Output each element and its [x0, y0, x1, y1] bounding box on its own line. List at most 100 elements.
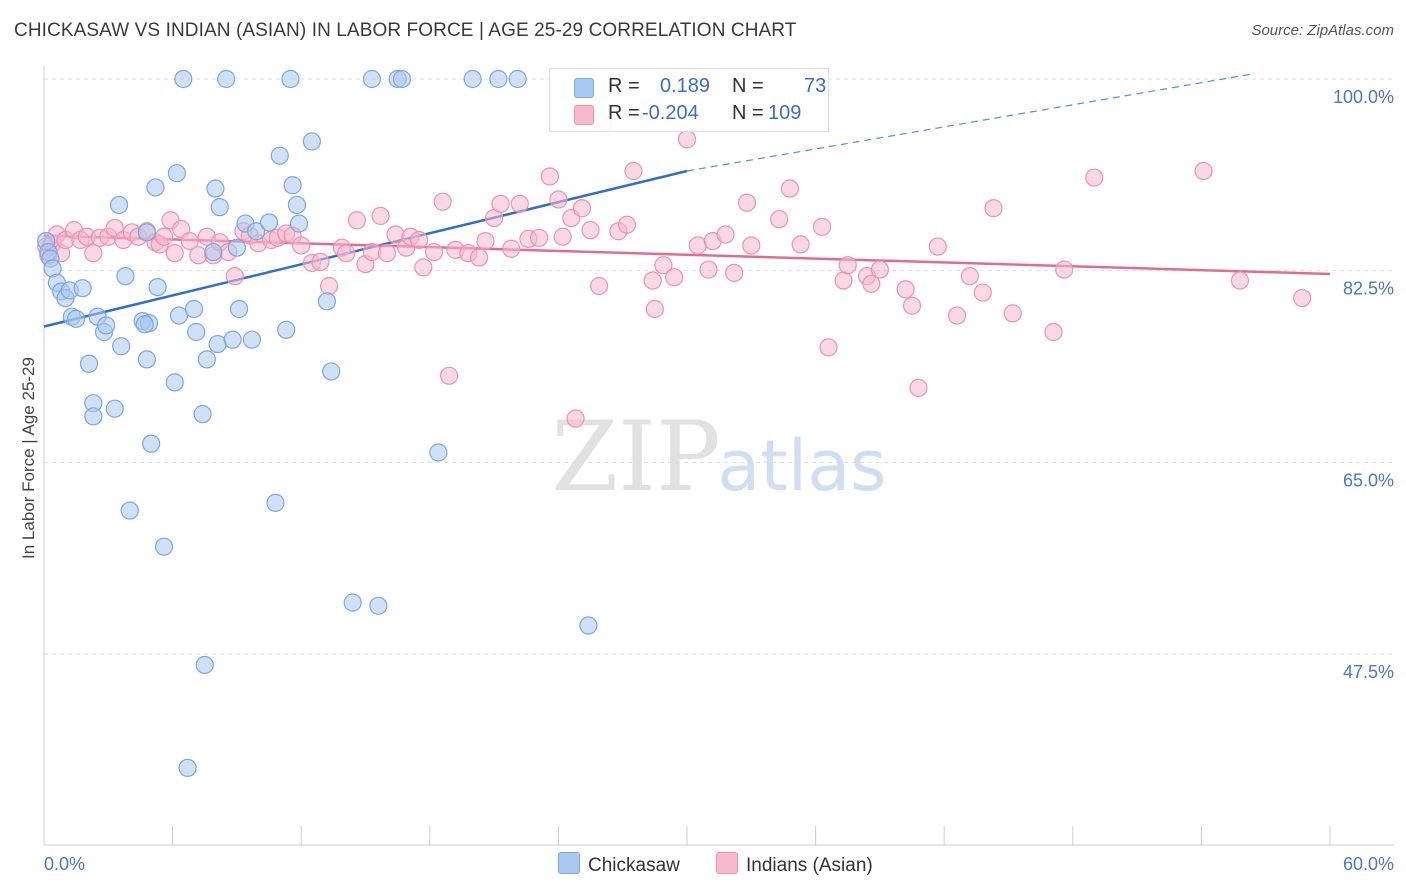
chickasaw-point-53 [266, 493, 285, 512]
chickasaw-point-56 [281, 69, 300, 89]
indians-asian-point-97 [838, 256, 857, 275]
indians-asian-point-89 [737, 193, 757, 212]
indians-asian-point-47 [371, 206, 390, 226]
indians-asian-point-66 [530, 228, 549, 247]
indians-asian-point-77 [617, 215, 637, 234]
x-tick-label-max: 60.0% [1343, 854, 1394, 874]
indians-asian-point-52 [409, 230, 429, 250]
chickasaw-point-20 [116, 267, 135, 286]
chickasaw-point-55 [277, 320, 296, 339]
indians-asian-point-78 [624, 161, 643, 181]
indians-asian-point-72 [572, 199, 592, 218]
chickasaw-point-59 [289, 214, 309, 233]
indians-asian-point-111 [1055, 260, 1074, 279]
chickasaw-point-61 [317, 292, 337, 311]
chickasaw-point-40 [197, 350, 216, 369]
chickasaw-point-36 [184, 299, 204, 319]
indians-asian-point-82 [665, 268, 684, 287]
indians-asian-point-102 [902, 296, 922, 315]
grid-lines [44, 78, 1394, 655]
indians-asian-point-99 [862, 274, 881, 293]
y-tick-label-2: 65.0% [1343, 470, 1394, 490]
indians-asian-point-81 [654, 256, 673, 275]
indians-asian-point-54 [424, 242, 444, 262]
indians-asian-point-95 [819, 338, 838, 357]
chickasaw-point-31 [165, 373, 184, 392]
indians-asian-point-84 [688, 236, 707, 255]
chickasaw-point-17 [105, 399, 124, 418]
chickasaw-trend-extension [686, 72, 1256, 172]
indians-asian-point-60 [476, 231, 495, 251]
indians-asian-point-41 [319, 276, 339, 296]
chickasaw-point-71 [508, 69, 527, 89]
indians-asian-point-71 [566, 409, 585, 428]
indians-asian-point-100 [870, 260, 890, 279]
indians-asian-point-109 [1003, 304, 1022, 323]
chickasaw-point-21 [120, 501, 139, 520]
indians-asian-point-56 [439, 366, 459, 385]
series-chickasaw-points [37, 69, 598, 778]
indians-asian-point-80 [645, 299, 664, 319]
indians-asian-point-53 [414, 258, 433, 277]
indians-asian-point-48 [377, 244, 397, 263]
chickasaw-point-68 [429, 443, 448, 462]
chickasaw-point-70 [489, 69, 508, 89]
x-tick-label-min: 0.0% [44, 854, 85, 874]
legend-swatch-indians-asian [574, 105, 594, 125]
chickasaw-point-24 [135, 315, 154, 334]
legend-r-value: 0.189 [660, 75, 711, 97]
indians-asian-point-44 [347, 211, 367, 230]
chickasaw-point-60 [302, 132, 322, 151]
watermark: ZIP atlas [551, 401, 886, 513]
indians-asian-point-83 [677, 130, 697, 149]
chickasaw-point-38 [193, 405, 212, 424]
indians-asian-point-68 [549, 190, 568, 209]
chickasaw-point-32 [167, 164, 186, 183]
chickasaw-point-44 [210, 198, 229, 217]
indians-asian-point-67 [540, 167, 559, 186]
chickasaw-point-29 [148, 277, 167, 297]
indians-asian-point-108 [984, 199, 1003, 218]
indians-asian-point-92 [780, 179, 799, 198]
indians-asian-point-79 [643, 271, 662, 290]
legend-n-value: 109 [768, 102, 802, 124]
chickasaw-point-13 [84, 407, 103, 426]
indians-asian-point-103 [909, 378, 928, 397]
legend-r-label: R = [608, 102, 640, 124]
stats-legend: R = 0.189 N = 73 R = -0.204 N = 109 [549, 68, 829, 132]
chickasaw-point-39 [195, 655, 214, 675]
y-tick-label-3: 47.5% [1343, 662, 1394, 682]
chickasaw-point-58 [287, 195, 307, 215]
chickasaw-point-64 [362, 69, 382, 89]
chickasaw-point-33 [169, 306, 189, 325]
indians-asian-point-22 [165, 244, 184, 263]
chickasaw-point-54 [270, 146, 289, 165]
indians-asian-point-90 [742, 236, 761, 255]
chickasaw-point-16 [97, 316, 116, 335]
indians-asian-point-74 [590, 276, 609, 296]
chickasaw-point-62 [322, 362, 341, 381]
indians-asian-point-73 [581, 221, 600, 240]
indians-asian-point-20 [154, 227, 174, 246]
chickasaw-point-45 [217, 69, 236, 89]
indians-asian-point-59 [469, 248, 489, 267]
indians-asian-point-10 [84, 244, 103, 263]
chickasaw-point-34 [174, 69, 193, 89]
indians-asian-point-85 [699, 260, 718, 279]
indians-asian-point-46 [362, 242, 382, 262]
chickasaw-point-26 [137, 350, 156, 369]
axes [43, 65, 1394, 846]
chickasaw-point-41 [204, 242, 223, 262]
indians-asian-point-38 [292, 236, 311, 255]
chickasaw-point-67 [392, 69, 412, 89]
chickasaw-point-35 [178, 758, 197, 778]
chickasaw-point-63 [343, 593, 362, 612]
chickasaw-point-27 [142, 434, 161, 453]
indians-asian-point-43 [337, 244, 356, 263]
chart-title: CHICKASAW VS INDIAN (ASIAN) IN LABOR FOR… [14, 20, 797, 41]
indians-asian-point-91 [770, 210, 789, 229]
chickasaw-point-37 [187, 322, 206, 342]
legend-n-value: 73 [804, 75, 827, 97]
chickasaw-point-43 [208, 334, 227, 354]
